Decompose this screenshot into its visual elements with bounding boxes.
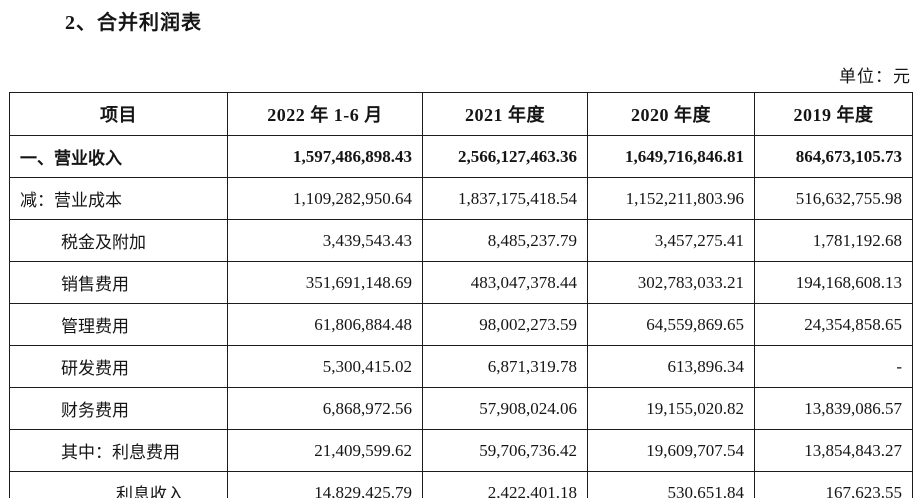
row-value: 3,439,543.43 [227, 219, 423, 262]
table-row: 管理费用 61,806,884.48 98,002,273.59 64,559,869… [9, 303, 913, 346]
section-title: 2、合并利润表 [65, 12, 202, 34]
row-value: 1,152,211,803.96 [587, 177, 755, 220]
row-label: 利息收入 [9, 471, 228, 498]
table-row: 一、营业收入 1,597,486,898.43 2,566,127,463.36 1,… [9, 135, 913, 178]
row-label: 研发费用 [9, 345, 228, 388]
row-value: 2,566,127,463.36 [422, 135, 588, 178]
row-label: 一、营业收入 [9, 135, 228, 178]
row-value: 194,168,608.13 [754, 261, 913, 304]
row-value: 64,559,869.65 [587, 303, 755, 346]
row-value: 613,896.34 [587, 345, 755, 388]
row-value: 59,706,736.42 [422, 429, 588, 472]
income-statement-table: 项目 2022 年 1-6 月 2021 年度 2020 年度 2019 年度 … [9, 92, 913, 498]
row-value: 3,457,275.41 [587, 219, 755, 262]
row-label: 财务费用 [9, 387, 228, 430]
row-value: 1,109,282,950.64 [227, 177, 423, 220]
row-value: 19,609,707.54 [587, 429, 755, 472]
table-row: 研发费用 5,300,415.02 6,871,319.78 613,896.34- [9, 345, 913, 388]
col-header-2019: 2019 年度 [754, 92, 913, 136]
col-header-item: 项目 [9, 92, 228, 136]
row-value: - [754, 345, 913, 388]
row-value: 61,806,884.48 [227, 303, 423, 346]
unit-label: 单位：元 [839, 67, 911, 86]
col-header-2021: 2021 年度 [422, 92, 588, 136]
row-label: 税金及附加 [9, 219, 228, 262]
table-body: 一、营业收入 1,597,486,898.43 2,566,127,463.36 1,… [9, 135, 913, 498]
row-value: 14,829,425.79 [227, 471, 423, 498]
row-value: 483,047,378.44 [422, 261, 588, 304]
row-value: 21,409,599.62 [227, 429, 423, 472]
row-value: 8,485,237.79 [422, 219, 588, 262]
row-value: 98,002,273.59 [422, 303, 588, 346]
row-value: 1,837,175,418.54 [422, 177, 588, 220]
row-value: 6,871,319.78 [422, 345, 588, 388]
table-row: 财务费用 6,868,972.56 57,908,024.06 19,155,020.… [9, 387, 913, 430]
row-value: 1,781,192.68 [754, 219, 913, 262]
header-row: 项目 2022 年 1-6 月 2021 年度 2020 年度 2019 年度 [9, 92, 913, 136]
row-value: 302,783,033.21 [587, 261, 755, 304]
row-value: 351,691,148.69 [227, 261, 423, 304]
table-row: 减：营业成本 1,109,282,950.64 1,837,175,418.54 1,… [9, 177, 913, 220]
row-label: 其中：利息费用 [9, 429, 228, 472]
row-value: 24,354,858.65 [754, 303, 913, 346]
row-value: 530,651.84 [587, 471, 755, 498]
row-value: 13,854,843.27 [754, 429, 913, 472]
row-value: 2,422,401.18 [422, 471, 588, 498]
table-row: 利息收入 14,829,425.79 2,422,401.18 530,651.84 1… [9, 471, 913, 498]
table-row: 销售费用 351,691,148.69 483,047,378.44 302,783,… [9, 261, 913, 304]
row-value: 167,623.55 [754, 471, 913, 498]
row-label: 管理费用 [9, 303, 228, 346]
row-value: 1,597,486,898.43 [227, 135, 423, 178]
row-value: 5,300,415.02 [227, 345, 423, 388]
row-value: 19,155,020.82 [587, 387, 755, 430]
col-header-2022h1: 2022 年 1-6 月 [227, 92, 423, 136]
row-value: 13,839,086.57 [754, 387, 913, 430]
table-row: 其中：利息费用 21,409,599.62 59,706,736.42 19,609,… [9, 429, 913, 472]
table-row: 税金及附加 3,439,543.43 8,485,237.79 3,457,275.4… [9, 219, 913, 262]
row-label: 减：营业成本 [9, 177, 228, 220]
row-label: 销售费用 [9, 261, 228, 304]
row-value: 516,632,755.98 [754, 177, 913, 220]
row-value: 1,649,716,846.81 [587, 135, 755, 178]
row-value: 864,673,105.73 [754, 135, 913, 178]
col-header-2020: 2020 年度 [587, 92, 755, 136]
row-value: 57,908,024.06 [422, 387, 588, 430]
row-value: 6,868,972.56 [227, 387, 423, 430]
